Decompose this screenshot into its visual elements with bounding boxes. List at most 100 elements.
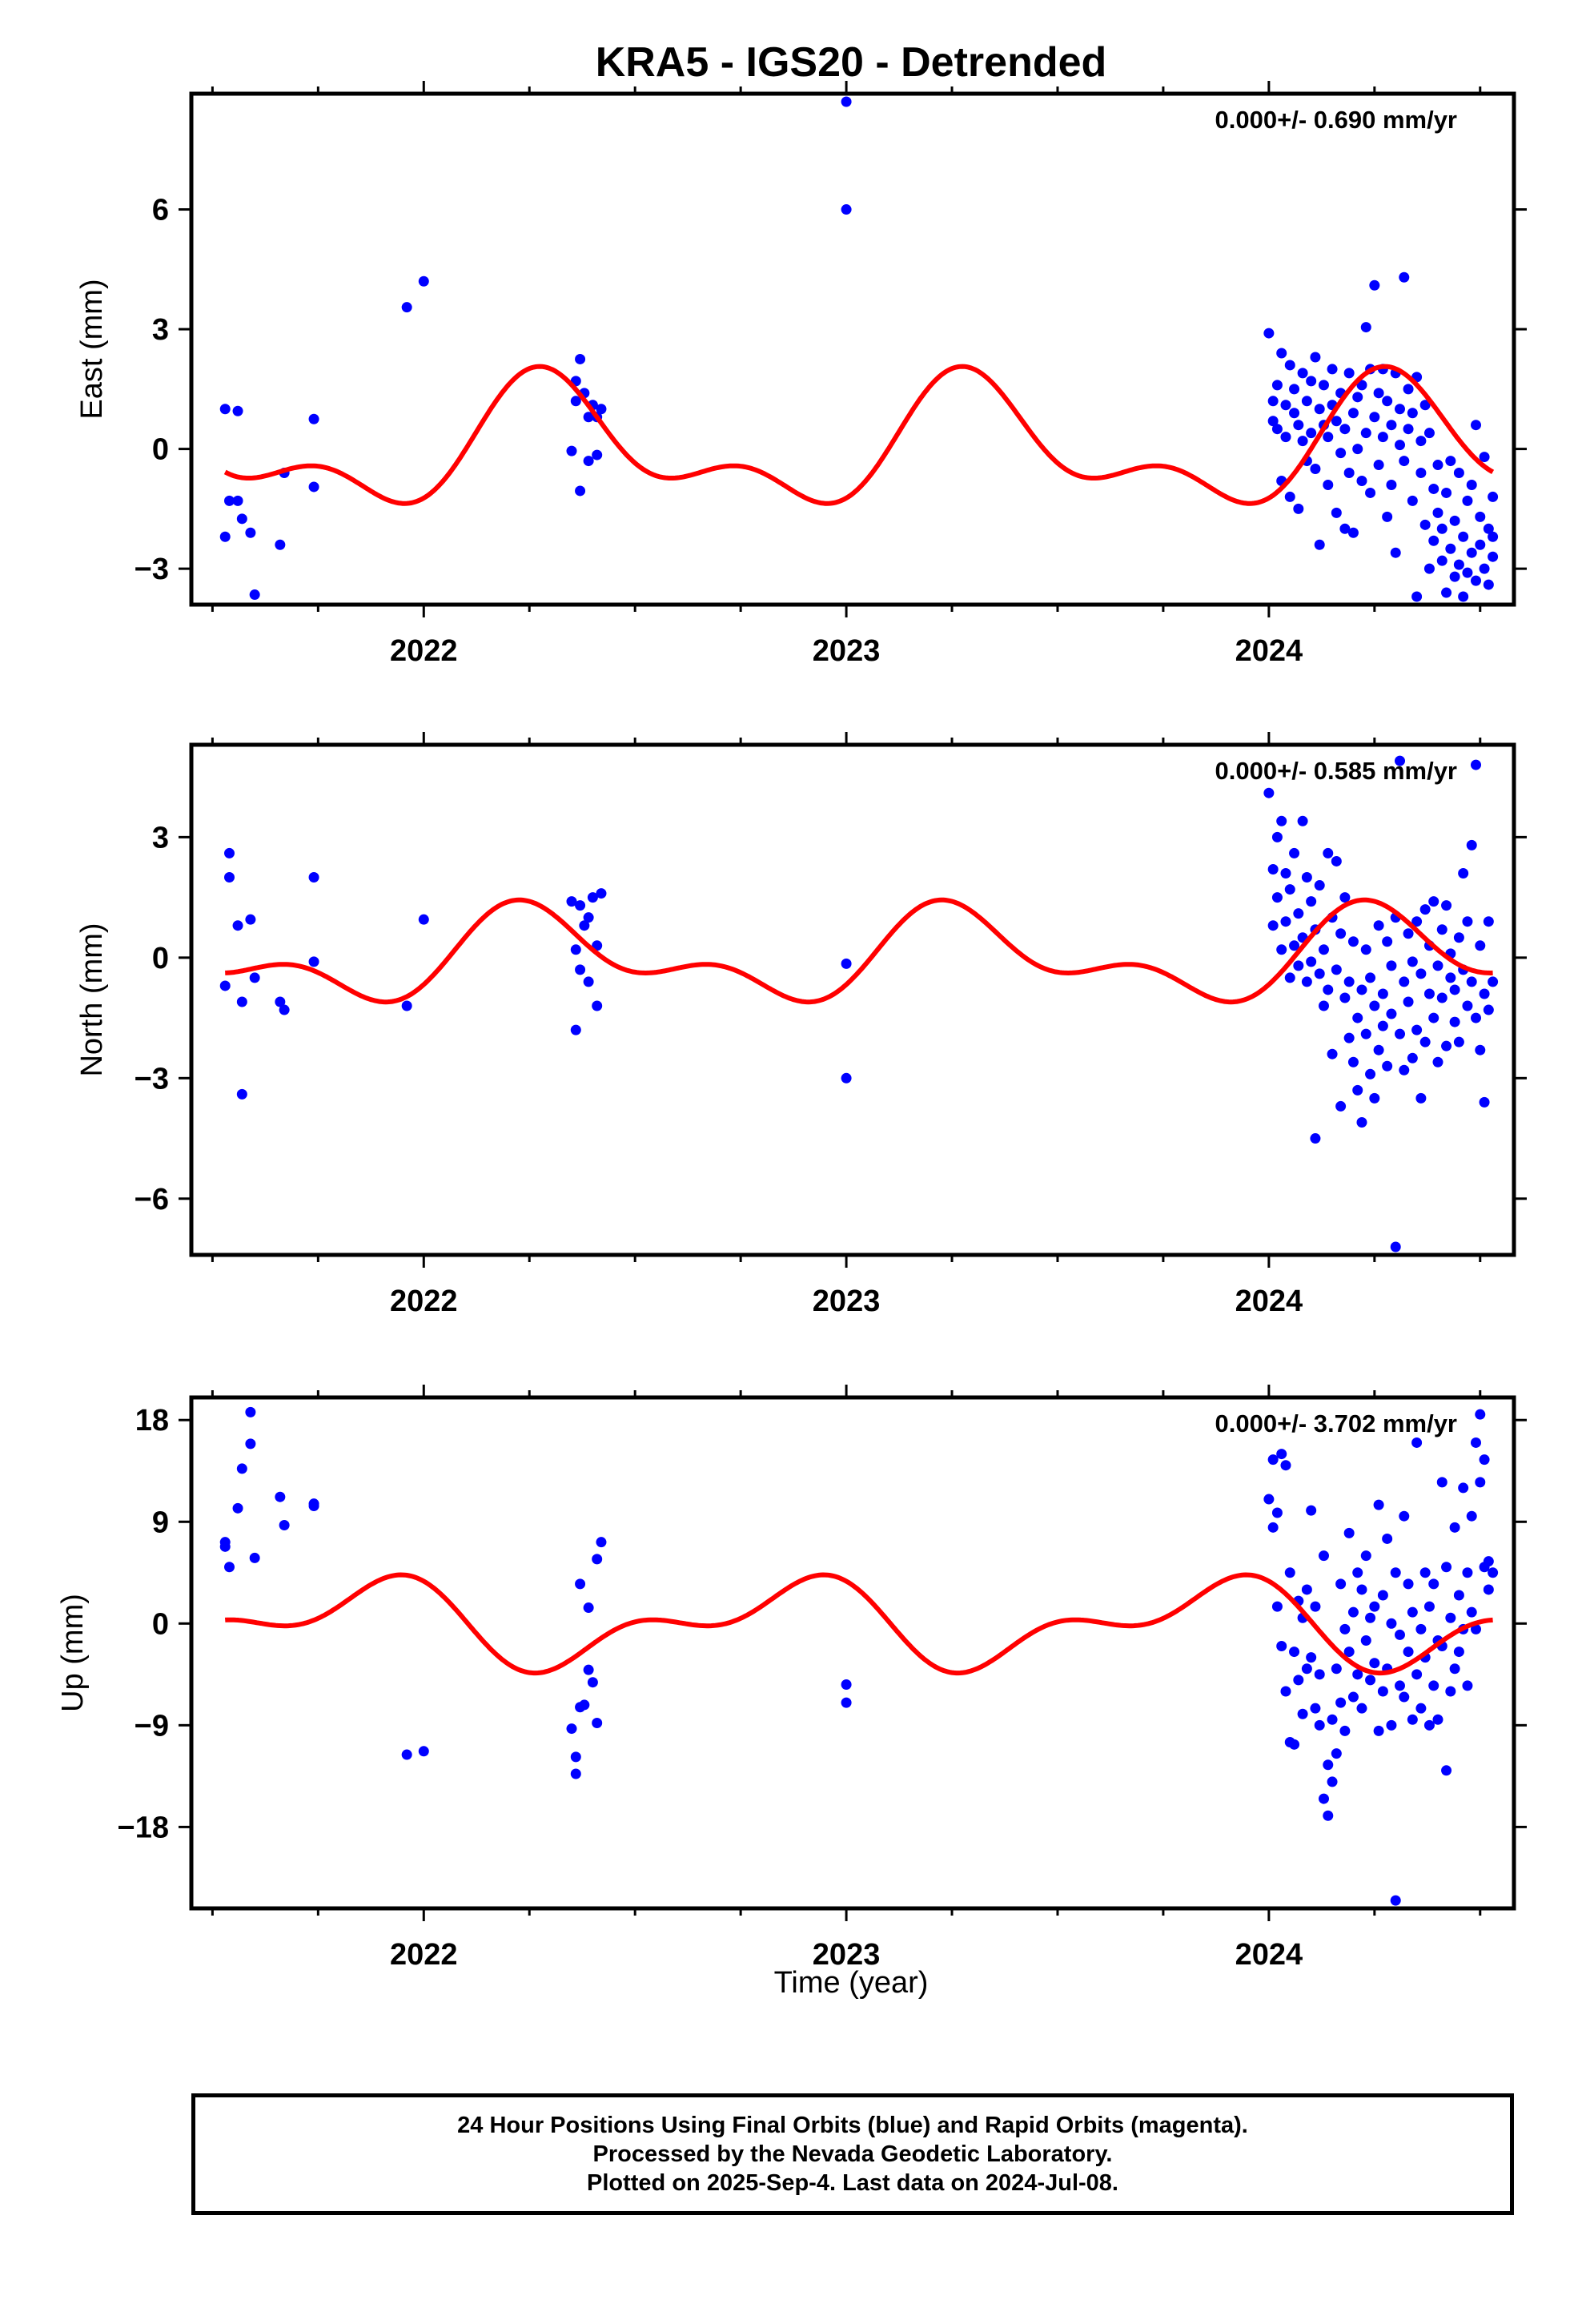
data-point	[1483, 1556, 1494, 1567]
data-point	[1352, 444, 1363, 455]
data-point	[219, 980, 231, 991]
up-axis-label: Up (mm)	[56, 1594, 90, 1712]
data-point	[1310, 464, 1321, 475]
data-point	[1271, 892, 1283, 903]
data-point	[1441, 1765, 1452, 1776]
data-point	[1323, 479, 1334, 490]
data-point	[1373, 1499, 1384, 1510]
data-point	[236, 996, 247, 1007]
data-point	[841, 958, 852, 969]
north-model-curve	[225, 897, 1493, 1005]
data-point	[1318, 1793, 1329, 1804]
data-point	[1466, 1510, 1477, 1522]
data-point	[1466, 1606, 1477, 1618]
east-rate-label: 0.000+/- 0.690 mm/yr	[1215, 106, 1457, 134]
data-point	[1483, 1004, 1494, 1015]
data-point	[224, 495, 235, 506]
data-point	[583, 1664, 594, 1675]
y-tick-label: −3	[135, 1062, 169, 1096]
data-point	[1488, 551, 1499, 562]
data-point	[1373, 920, 1384, 931]
data-point	[583, 912, 594, 923]
data-point	[1293, 503, 1304, 514]
data-point	[1323, 984, 1334, 995]
data-point	[596, 404, 607, 415]
data-point	[1365, 487, 1376, 498]
data-point	[1394, 1028, 1405, 1039]
data-point	[1297, 436, 1308, 447]
data-point	[1276, 944, 1287, 955]
data-point	[1327, 1714, 1338, 1725]
data-point	[1394, 404, 1405, 415]
data-point	[570, 1768, 581, 1779]
chart-title: KRA5 - IGS20 - Detrended	[596, 39, 1107, 86]
data-point	[1453, 468, 1464, 479]
data-point	[1369, 1658, 1380, 1669]
data-point	[841, 204, 852, 215]
data-point	[249, 972, 260, 983]
data-point	[1419, 519, 1431, 530]
data-point	[1479, 563, 1490, 574]
data-point	[1407, 408, 1418, 419]
data-point	[1267, 396, 1279, 407]
up-model-curve	[224, 1572, 1493, 1676]
data-point	[1347, 1691, 1359, 1703]
data-point	[1365, 972, 1376, 983]
data-point	[1475, 1477, 1486, 1488]
data-point	[1470, 1437, 1481, 1448]
data-point	[587, 1677, 598, 1688]
panels: 2022 2023 2024 −3 0 3 6 East (mm) 0.000+/- 0.690…	[56, 81, 1527, 1972]
data-point	[1335, 1697, 1347, 1708]
data-point	[1331, 1663, 1342, 1675]
y-tick-label: −9	[135, 1709, 169, 1743]
data-point	[1271, 1601, 1283, 1612]
data-point	[236, 1463, 247, 1474]
data-point	[566, 1723, 577, 1735]
data-point	[1280, 868, 1291, 879]
data-point	[1377, 1686, 1388, 1697]
data-point	[1289, 408, 1300, 419]
data-point	[1453, 1590, 1464, 1601]
data-point	[1475, 1409, 1486, 1420]
data-point	[1411, 916, 1423, 927]
data-point	[1276, 1641, 1287, 1652]
x-axis-label: Time (year)	[774, 1966, 929, 2000]
data-point	[1310, 1601, 1321, 1612]
data-point	[1479, 988, 1490, 999]
y-tick-label: 9	[152, 1506, 169, 1539]
data-point	[841, 1697, 852, 1708]
data-point	[1415, 436, 1427, 447]
data-point	[1462, 1567, 1473, 1578]
data-point	[1445, 543, 1456, 554]
data-point	[236, 1088, 247, 1100]
data-point	[1289, 847, 1300, 858]
footer-line-2: Processed by the Nevada Geodetic Laborat…	[592, 2141, 1113, 2167]
data-point	[1399, 976, 1410, 987]
data-point	[1280, 1686, 1291, 1697]
data-point	[1369, 279, 1380, 291]
data-point	[1335, 448, 1347, 459]
data-point	[1293, 960, 1304, 971]
data-point	[1449, 515, 1460, 526]
data-point	[275, 996, 286, 1007]
data-point	[279, 1520, 290, 1530]
data-point	[1419, 1036, 1431, 1047]
data-point	[1323, 847, 1334, 858]
data-point	[1289, 384, 1300, 395]
data-point	[1453, 932, 1464, 943]
data-point	[245, 1406, 256, 1417]
x-tick-label: 2024	[1235, 634, 1303, 668]
data-point	[1267, 863, 1279, 875]
data-point	[1373, 460, 1384, 471]
data-point	[1407, 956, 1418, 967]
data-point	[1339, 523, 1351, 534]
data-point	[1403, 1578, 1414, 1590]
data-point	[592, 1718, 603, 1729]
data-point	[1382, 1060, 1393, 1072]
data-point	[1306, 956, 1317, 967]
data-point	[1352, 1567, 1363, 1578]
data-point	[1399, 271, 1410, 283]
data-point	[1331, 1748, 1342, 1759]
data-point	[1339, 1623, 1351, 1634]
